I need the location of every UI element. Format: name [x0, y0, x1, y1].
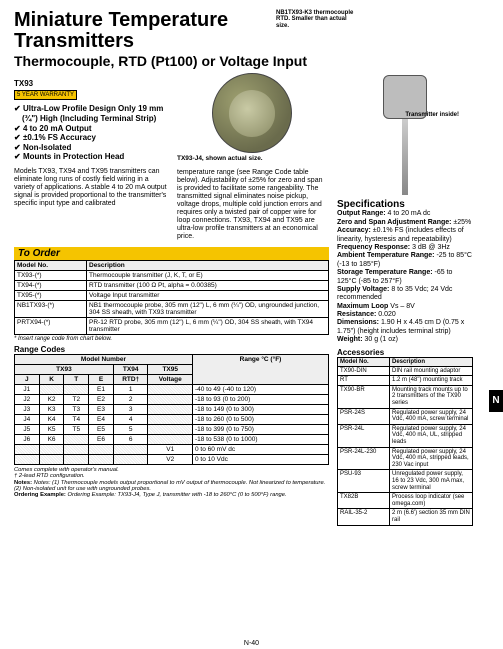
table-row: J4K4T4E44-18 to 260 (0 to 500): [15, 414, 329, 424]
model-label: TX93: [14, 79, 169, 88]
table-row: J5K5T5E55-18 to 399 (0 to 750): [15, 424, 329, 434]
table-row: J6K6E66-18 to 538 (0 to 1000): [15, 434, 329, 444]
feature-list: Ultra-Low Profile Design Only 19 mm (¾")…: [14, 104, 169, 162]
to-order-header: To Order: [14, 247, 329, 260]
product-image-puck: [212, 73, 292, 153]
feature-item: Ultra-Low Profile Design Only 19 mm (¾")…: [14, 104, 169, 123]
page-number: N-40: [0, 640, 503, 647]
table-row: TX82BProcess loop indicator (see omega.c…: [338, 493, 473, 509]
table-row: PSR-24LRegulated power supply, 24 Vdc, 4…: [338, 424, 473, 447]
accessories-table: Model No. Description TX90-DINDIN rail m…: [337, 357, 473, 526]
table-row: TX90-DINDIN rail mounting adaptor: [338, 366, 473, 376]
transmitter-inside-callout: Transmitter inside!: [405, 112, 459, 118]
range-group-tx93: TX93: [15, 364, 114, 374]
feature-item: ±0.1% FS Accuracy: [14, 133, 169, 143]
order-col-model: Model No.: [15, 260, 87, 270]
range-group-tx95: TX95: [148, 364, 193, 374]
table-row: TX95-(*)Voltage Input transmitter: [15, 290, 329, 300]
order-table: Model No. Description TX93-(*)Thermocoup…: [14, 260, 329, 335]
page-title: Miniature Temperature Transmitters: [14, 10, 485, 52]
table-row: J1E11-40 to 49 (-40 to 120): [15, 384, 329, 394]
table-row: RT1.2 m (48") mounting track: [338, 376, 473, 386]
warranty-badge: 5 YEAR WARRANTY: [14, 90, 77, 100]
table-row: PSU-93Unregulated power supply, 16 to 23…: [338, 470, 473, 493]
page-subtitle: Thermocouple, RTD (Pt100) or Voltage Inp…: [14, 54, 485, 69]
table-row: V10 to 60 mV dc: [15, 444, 329, 454]
specifications-header: Specifications: [337, 199, 473, 210]
body-para-left: Models TX93, TX94 and TX95 transmitters …: [14, 168, 169, 208]
puck-caption: TX93-J4, shown actual size.: [177, 155, 327, 162]
table-row: TX90-BRMounting track mounts up to 2 tra…: [338, 385, 473, 408]
order-col-desc: Description: [87, 260, 329, 270]
title-line1: Miniature Temperature: [14, 9, 228, 31]
section-tab: N: [489, 390, 503, 412]
table-row: TX93-(*)Thermocouple transmitter (J, K, …: [15, 270, 329, 280]
insert-note: * Insert range code from chart below.: [14, 336, 329, 342]
table-row: PSR-24SRegulated power supply, 24 Vdc, 4…: [338, 408, 473, 424]
table-row: TX94-(*)RTD transmitter (100 Ω Pt, alpha…: [15, 280, 329, 290]
body-para-right: temperature range (see Range Code table …: [177, 169, 327, 241]
feature-item: Non-Isolated: [14, 143, 169, 153]
range-col-range: Range °C (°F): [192, 354, 328, 384]
range-codes-table: Model Number Range °C (°F) TX93 TX94 TX9…: [14, 354, 329, 465]
range-group-tx94: TX94: [113, 364, 148, 374]
feature-item: 4 to 20 mA Output: [14, 124, 169, 134]
table-row: NB1TX93-(*)NB1 thermocouple probe, 305 m…: [15, 300, 329, 317]
table-row: J2K2T2E22-18 to 93 (0 to 200): [15, 394, 329, 404]
table-row: PRTX94-(*)PR-12 RTD probe, 305 mm (12") …: [15, 317, 329, 334]
title-line2: Transmitters: [14, 30, 134, 52]
footnotes: Comes complete with operator's manual. †…: [14, 467, 329, 499]
range-codes-header: Range Codes: [14, 345, 329, 354]
table-row: PSR-24L-230Regulated power supply, 24 Vd…: [338, 447, 473, 470]
table-row: V20 to 10 Vdc: [15, 454, 329, 464]
range-model-header: Model Number: [15, 354, 193, 364]
top-right-callout: NB1TX93-K3 thermocouple RTD. Smaller tha…: [276, 10, 356, 29]
specifications-list: Output Range: 4 to 20 mA dc Zero and Spa…: [337, 210, 473, 344]
table-row: J3K3T3E33-18 to 149 (0 to 300): [15, 404, 329, 414]
accessories-header: Accessories: [337, 348, 473, 357]
feature-item: Mounts in Protection Head: [14, 152, 169, 162]
table-row: RAIL-35-22 m (6.6') section 35 mm DIN ra…: [338, 509, 473, 525]
product-image-sensor: [375, 75, 435, 195]
